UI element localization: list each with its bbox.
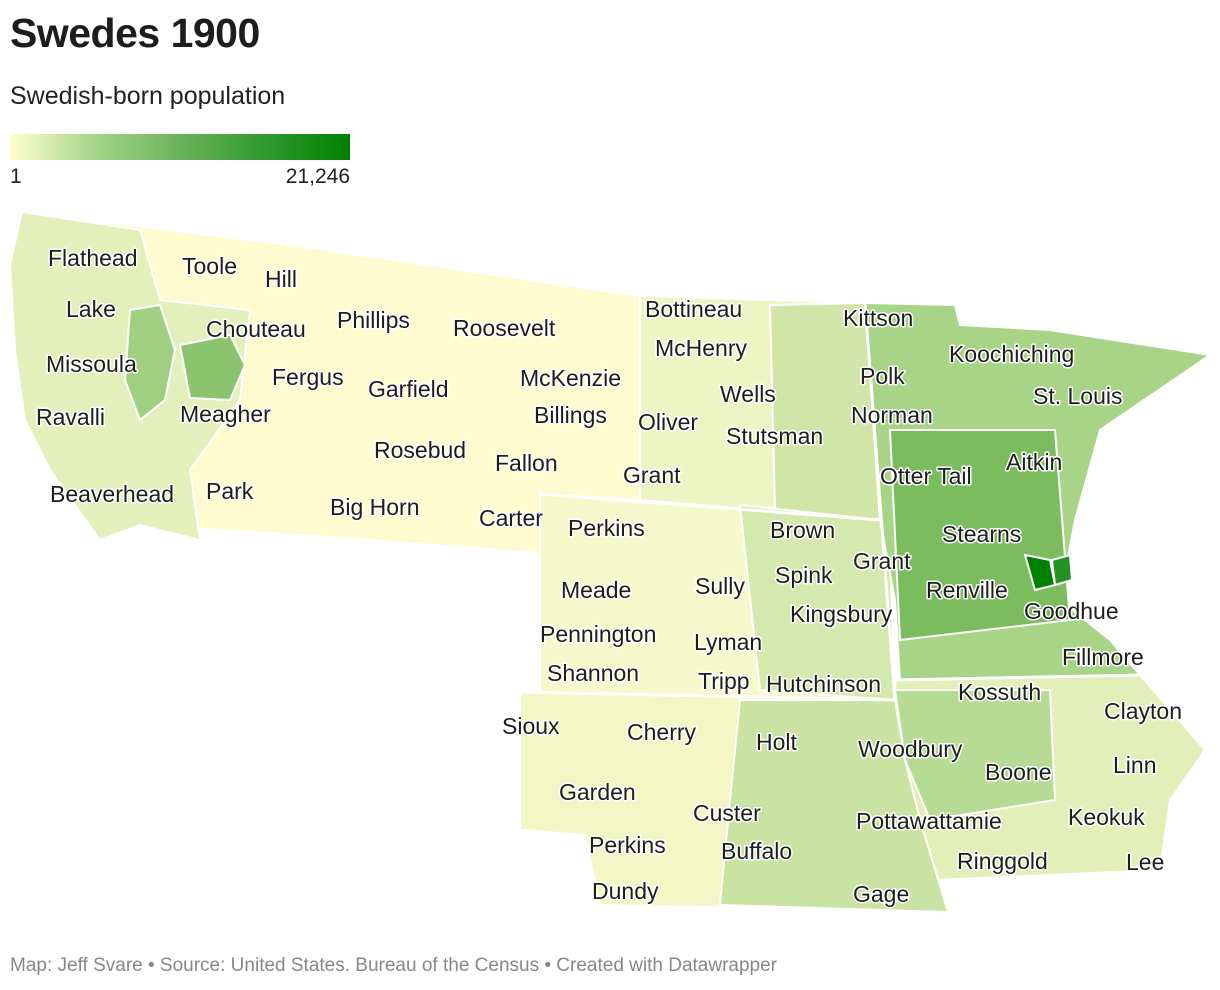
county-label-meade: Meade [561,577,631,603]
county-label-gage: Gage [853,881,909,907]
region-mn-core [888,429,1072,642]
county-label-stutsman: Stutsman [726,423,823,449]
county-label-brown: Brown [770,517,835,543]
county-label-hill: Hill [265,266,297,292]
county-label-grant: Grant [853,548,911,574]
county-label-billings: Billings [534,402,607,428]
region-ne-east [718,699,950,914]
county-label-woodbury: Woodbury [858,736,963,762]
county-label-roosevelt: Roosevelt [453,315,556,341]
county-label-carter: Carter [479,505,543,531]
county-label-sioux: Sioux [502,713,560,739]
county-label-hutchinson: Hutchinson [766,671,881,697]
county-label-oliver: Oliver [638,409,698,435]
county-label-aitkin: Aitkin [1006,449,1062,475]
county-label-rosebud: Rosebud [374,437,466,463]
county-label-garfield: Garfield [368,376,449,402]
state-border [519,302,1141,702]
county-label-buffalo: Buffalo [721,838,792,864]
county-label-lyman: Lyman [694,629,762,655]
county-label-custer: Custer [693,800,761,826]
county-label-lee: Lee [1126,849,1164,875]
county-label-grant: Grant [623,462,681,488]
county-label-chouteau: Chouteau [206,316,306,342]
county-label-wells: Wells [720,381,776,407]
county-label-tripp: Tripp [698,668,750,694]
county-label-fillmore: Fillmore [1062,644,1144,670]
county-label-spink: Spink [775,562,833,588]
map-footer: Map: Jeff Svare • Source: United States.… [10,955,778,976]
county-label-ravalli: Ravalli [36,404,105,430]
county-label-park: Park [206,478,254,504]
county-label-holt: Holt [756,729,798,755]
county-label-pottawattamie: Pottawattamie [856,808,1002,834]
county-label-phillips: Phillips [337,307,410,333]
county-label-meagher: Meagher [180,401,271,427]
county-label-fergus: Fergus [272,364,344,390]
county-label-koochiching: Koochiching [949,341,1074,367]
choropleth-map[interactable]: Flathead Toole Hill Lake Chouteau Phillips Roo… [0,200,1220,930]
legend-min-label: 1 [10,165,22,188]
county-label-toole: Toole [182,253,237,279]
county-label-missoula: Missoula [46,351,137,377]
county-label-polk: Polk [860,363,905,389]
county-label-clayton: Clayton [1104,698,1182,724]
county-label-kossuth: Kossuth [958,679,1041,705]
county-label-bottineau: Bottineau [645,296,742,322]
county-label-otter-tail: Otter Tail [880,463,972,489]
color-legend-bar [10,134,350,160]
county-label-kittson: Kittson [843,305,913,331]
county-label-beaverhead: Beaverhead [50,481,174,507]
county-label-sully: Sully [695,573,745,599]
county-label-shannon: Shannon [547,660,639,686]
county-label-kingsbury: Kingsbury [790,601,893,627]
county-label-stearns: Stearns [942,521,1021,547]
region-chouteau [178,333,247,402]
county-label-mchenry: McHenry [655,335,748,361]
county-label-ringgold: Ringgold [957,848,1048,874]
county-label-perkins: Perkins [568,515,645,541]
county-label-linn: Linn [1113,752,1156,778]
region-cascade [123,303,177,422]
county-label-mckenzie: McKenzie [520,365,621,391]
map-title: Swedes 1900 [10,10,260,56]
county-label-lake: Lake [66,296,116,322]
county-label-keokuk: Keokuk [1068,804,1145,830]
county-label-big-horn: Big Horn [330,494,419,520]
county-label-goodhue: Goodhue [1024,598,1119,624]
county-label-flathead: Flathead [48,245,138,271]
county-label-fallon: Fallon [495,450,558,476]
county-label-norman: Norman [851,402,933,428]
county-label-st-louis: St. Louis [1033,383,1123,409]
county-label-garden: Garden [559,779,636,805]
county-label-cherry: Cherry [627,719,697,745]
legend-max-label: 21,246 [285,165,350,188]
county-label-pennington: Pennington [540,621,656,647]
county-label-renville: Renville [926,577,1008,603]
county-labels: Flathead Toole Hill Lake Chouteau Phillips Roo… [35,244,1184,909]
map-subtitle: Swedish-born population [10,82,286,110]
county-label-dundy: Dundy [592,878,659,904]
county-label-boone: Boone [985,759,1052,785]
county-label-perkins: Perkins [589,832,666,858]
region-ramsey [1050,553,1074,587]
